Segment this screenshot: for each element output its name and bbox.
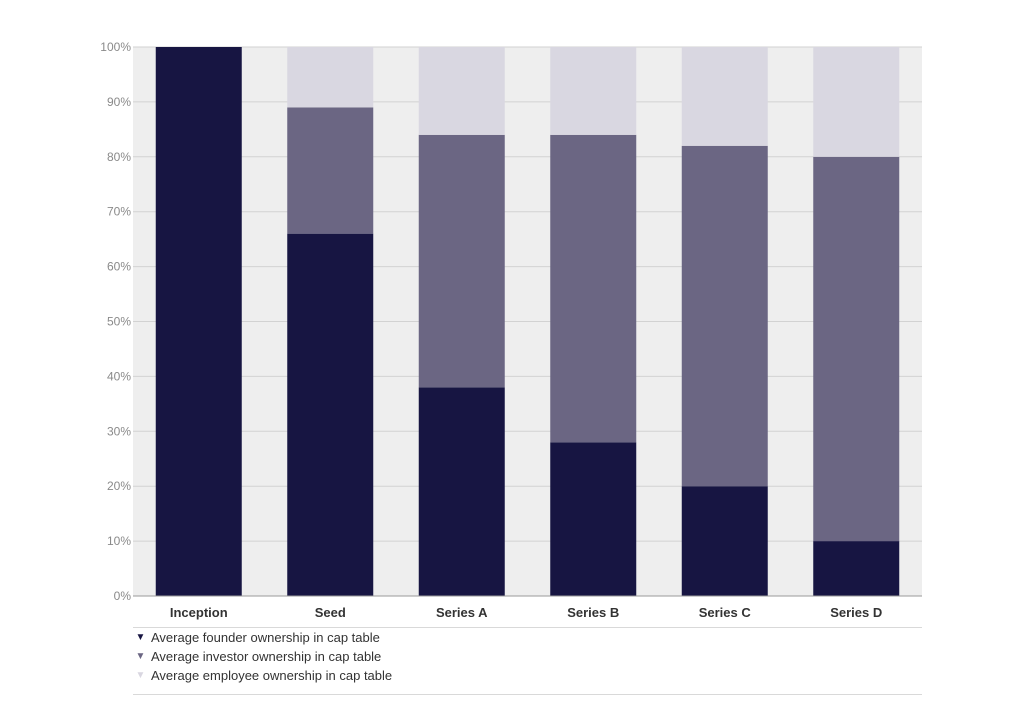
y-tick-label: 0% [114, 589, 132, 603]
y-tick-label: 30% [107, 424, 131, 438]
y-tick-label: 20% [107, 479, 131, 493]
x-tick-label: Series B [567, 605, 619, 620]
triangle-down-icon: ▼ [135, 670, 146, 681]
bar-investor [287, 107, 374, 234]
bar-investor [418, 134, 505, 388]
bar-founder [287, 233, 374, 596]
legend-item-investor[interactable]: ▼ Average investor ownership in cap tabl… [133, 647, 922, 666]
bar-employee [681, 47, 768, 146]
triangle-down-icon: ▼ [135, 632, 146, 643]
x-tick-label: Seed [315, 605, 346, 620]
y-tick-label: 90% [107, 95, 131, 109]
x-tick-label: Series D [830, 605, 882, 620]
bar-founder [813, 541, 900, 596]
bar-employee [550, 47, 637, 135]
stacked-bar-chart: 0% 10% 20% 30% 40% 50% 60% 70% 80% 90% 100% Incepti… [100, 40, 922, 628]
bar-employee [418, 47, 505, 135]
bar-employee [287, 47, 374, 108]
legend-label: Average employee ownership in cap table [151, 668, 393, 683]
y-tick-label: 10% [107, 534, 131, 548]
legend: ▼ Average founder ownership in cap table… [133, 628, 922, 695]
x-tick-label: Series C [699, 605, 752, 620]
y-tick-label: 50% [107, 315, 131, 329]
y-tick-label: 80% [107, 150, 131, 164]
bar-founder [418, 387, 505, 596]
bar-founder [155, 47, 242, 596]
bar-founder [550, 442, 637, 596]
bar-investor [550, 134, 637, 443]
legend-label: Average investor ownership in cap table [151, 649, 382, 664]
x-tick-label: Inception [170, 605, 228, 620]
bar-investor [813, 156, 900, 542]
legend-item-employee[interactable]: ▼ Average employee ownership in cap tabl… [133, 666, 922, 685]
legend-label: Average founder ownership in cap table [151, 630, 380, 645]
triangle-down-icon: ▼ [135, 651, 146, 662]
bar-founder [681, 486, 768, 596]
bar-employee [813, 47, 900, 157]
x-tick-label: Series A [436, 605, 488, 620]
y-tick-label: 60% [107, 260, 131, 274]
legend-item-founder[interactable]: ▼ Average founder ownership in cap table [133, 628, 922, 647]
bar-investor [681, 145, 768, 487]
y-tick-label: 40% [107, 369, 131, 383]
y-tick-label: 100% [100, 40, 131, 54]
y-tick-label: 70% [107, 205, 131, 219]
